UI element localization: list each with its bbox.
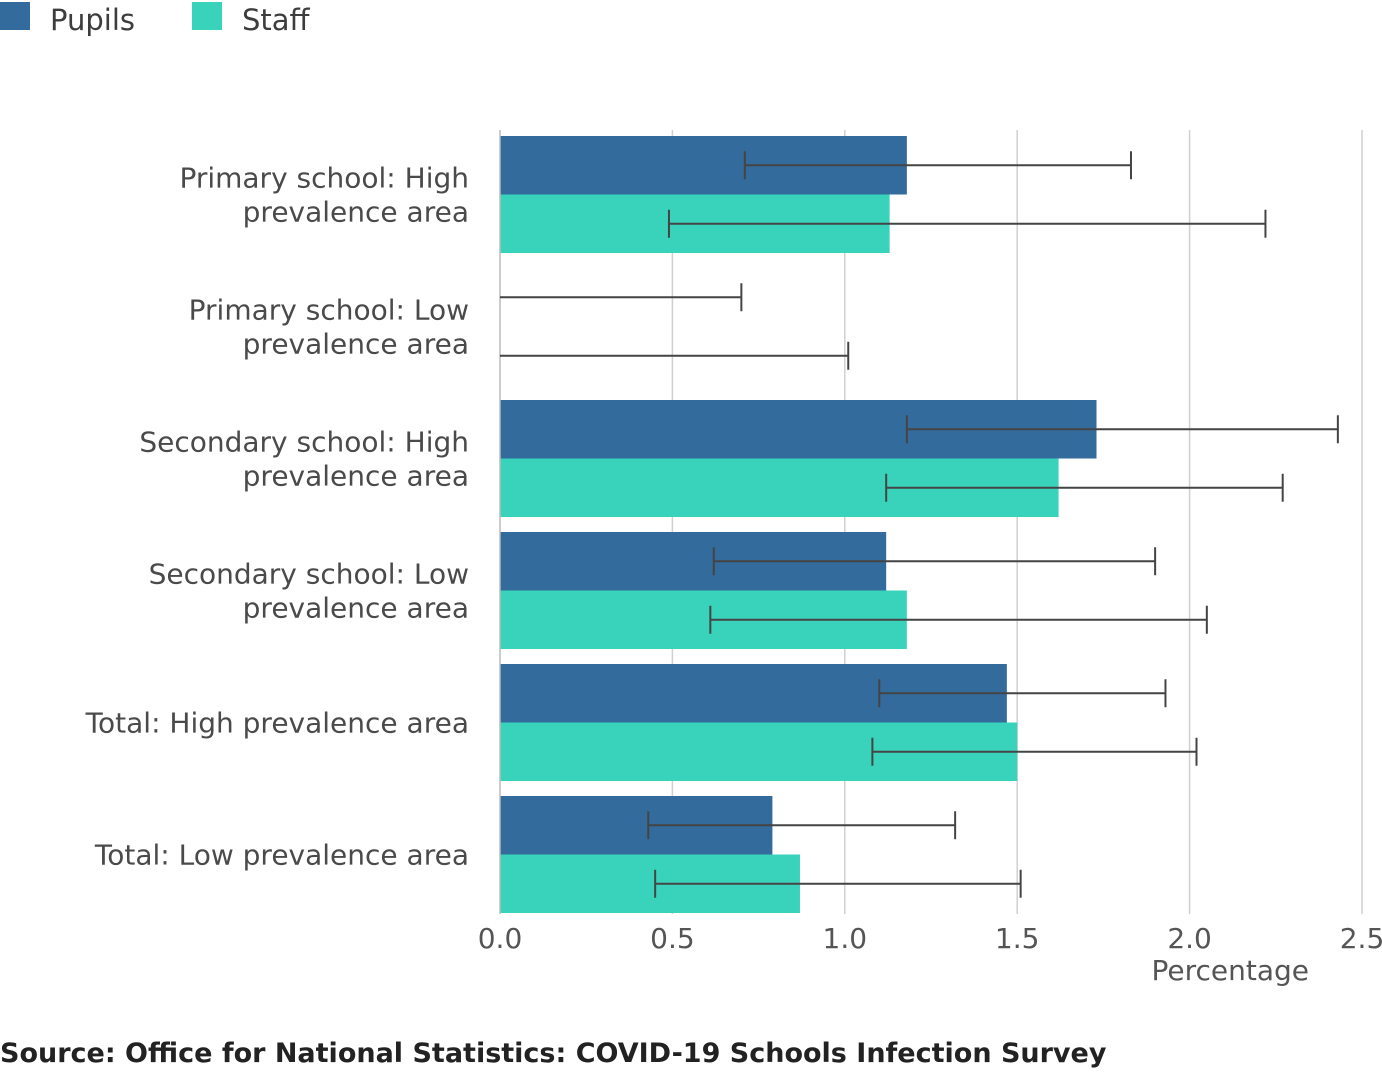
error-bar-pupils xyxy=(878,679,1167,708)
error-bar-staff xyxy=(654,869,1022,898)
error-bar-pupils xyxy=(500,283,743,312)
bars xyxy=(500,136,1097,913)
legend-item-staff: Staff xyxy=(192,2,311,37)
legend-swatch xyxy=(0,2,30,30)
category-label: Total: Low prevalence area xyxy=(94,839,469,872)
error-bar-staff xyxy=(871,737,1198,766)
error-bar-staff xyxy=(500,341,850,370)
category-label: Primary school: Low xyxy=(189,294,469,327)
error-bar-staff xyxy=(709,605,1208,634)
error-bar-pupils xyxy=(905,415,1339,444)
x-tick-label: 1.0 xyxy=(823,922,868,955)
error-bar-pupils xyxy=(647,811,957,840)
category-label: Secondary school: Low xyxy=(149,558,469,591)
category-label: Secondary school: High xyxy=(139,426,469,459)
error-bar-staff xyxy=(885,473,1284,502)
legend-item-pupils: Pupils xyxy=(0,2,135,37)
error-bar-staff xyxy=(667,209,1267,238)
legend-label: Staff xyxy=(242,3,311,37)
category-label: prevalence area xyxy=(243,196,469,229)
x-tick-label: 0.5 xyxy=(650,922,695,955)
x-tick-label: 2.5 xyxy=(1340,922,1382,955)
error-bar-pupils xyxy=(712,547,1157,576)
x-tick-label: 2.0 xyxy=(1167,922,1212,955)
error-bars xyxy=(500,151,1339,898)
legend: Pupils Staff xyxy=(0,2,311,37)
category-label: Primary school: High xyxy=(179,162,469,195)
error-bar-pupils xyxy=(743,151,1132,180)
legend-label: Pupils xyxy=(50,3,135,37)
category-label: Total: High prevalence area xyxy=(85,707,469,740)
grid-lines xyxy=(671,130,1363,914)
category-label: prevalence area xyxy=(243,460,469,493)
x-tick-label: 0.0 xyxy=(478,922,523,955)
category-label: prevalence area xyxy=(243,592,469,625)
legend-swatch xyxy=(192,2,222,30)
x-tick-label: 1.5 xyxy=(995,922,1040,955)
source-note: Source: Office for National Statistics: … xyxy=(0,1038,1107,1069)
x-axis-title: Percentage xyxy=(1151,954,1309,987)
category-label: prevalence area xyxy=(243,328,469,361)
x-tick-labels: 0.0 0.5 1.0 1.5 2.0 2.5 xyxy=(478,922,1382,955)
